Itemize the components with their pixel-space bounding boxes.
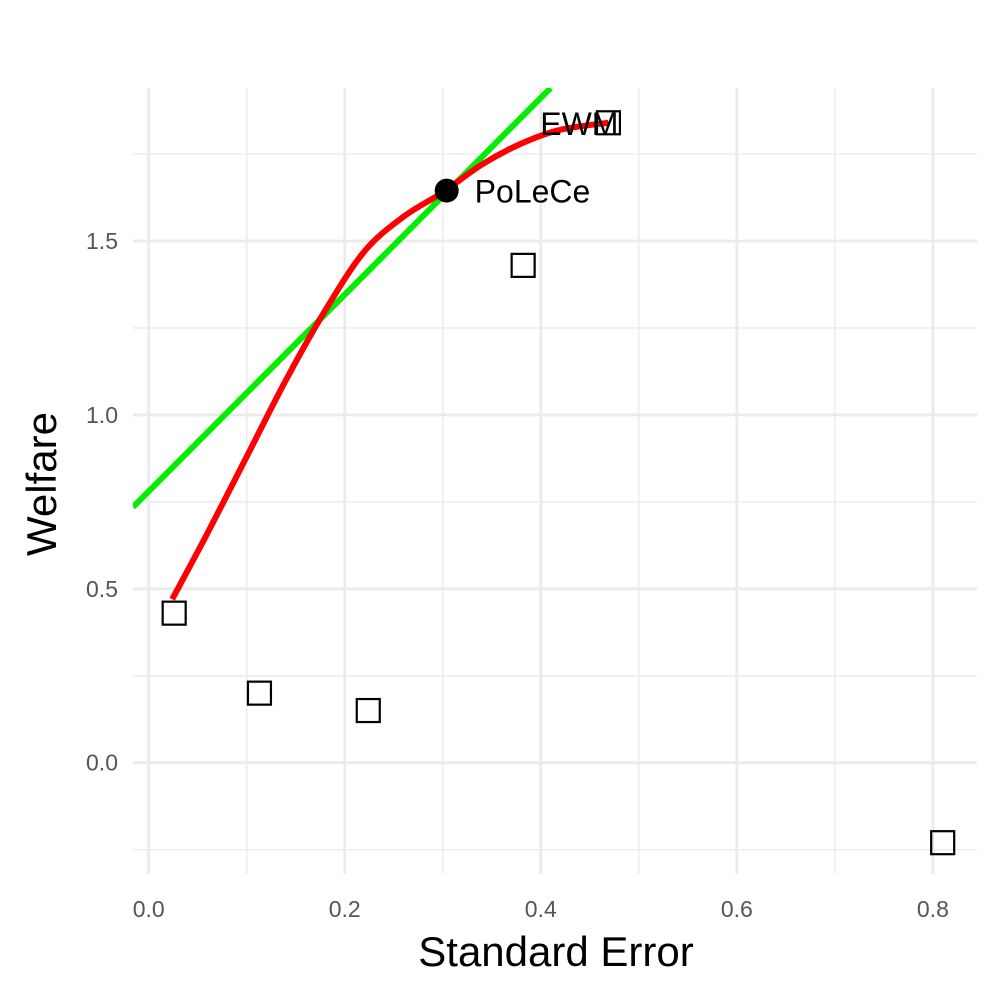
data-point-square (246, 680, 273, 706)
y-axis-title: Welfare (18, 412, 65, 556)
grid (133, 88, 977, 874)
red-series-line (169, 119, 609, 601)
data-point-square (930, 830, 956, 856)
series-lines (133, 88, 609, 601)
point-labels: EWM PoLeCe (475, 106, 619, 210)
point-label: EWM (540, 106, 618, 142)
x-tick-label: 0.8 (917, 896, 949, 922)
data-point-circle (434, 178, 459, 203)
green-series-line (133, 88, 553, 510)
y-tick-label: 1.0 (86, 402, 118, 428)
tick-labels: 0.0 0.2 0.4 0.6 0.8 0.0 0.5 1.0 1.5 (86, 228, 949, 922)
y-tick-label: 0.0 (86, 750, 118, 776)
data-point-square (161, 600, 187, 626)
data-point-square (595, 110, 622, 136)
data-point-square (355, 697, 381, 724)
x-tick-label: 0.6 (721, 896, 753, 922)
data-point-square (510, 252, 536, 278)
x-axis-title: Standard Error (418, 928, 693, 975)
y-tick-label: 0.5 (86, 576, 118, 602)
x-tick-label: 0.2 (329, 896, 361, 922)
y-tick-label: 1.5 (86, 228, 118, 254)
x-tick-label: 0.0 (133, 896, 165, 922)
data-points (161, 110, 956, 856)
point-label: PoLeCe (475, 174, 591, 210)
x-tick-label: 0.4 (525, 896, 557, 922)
